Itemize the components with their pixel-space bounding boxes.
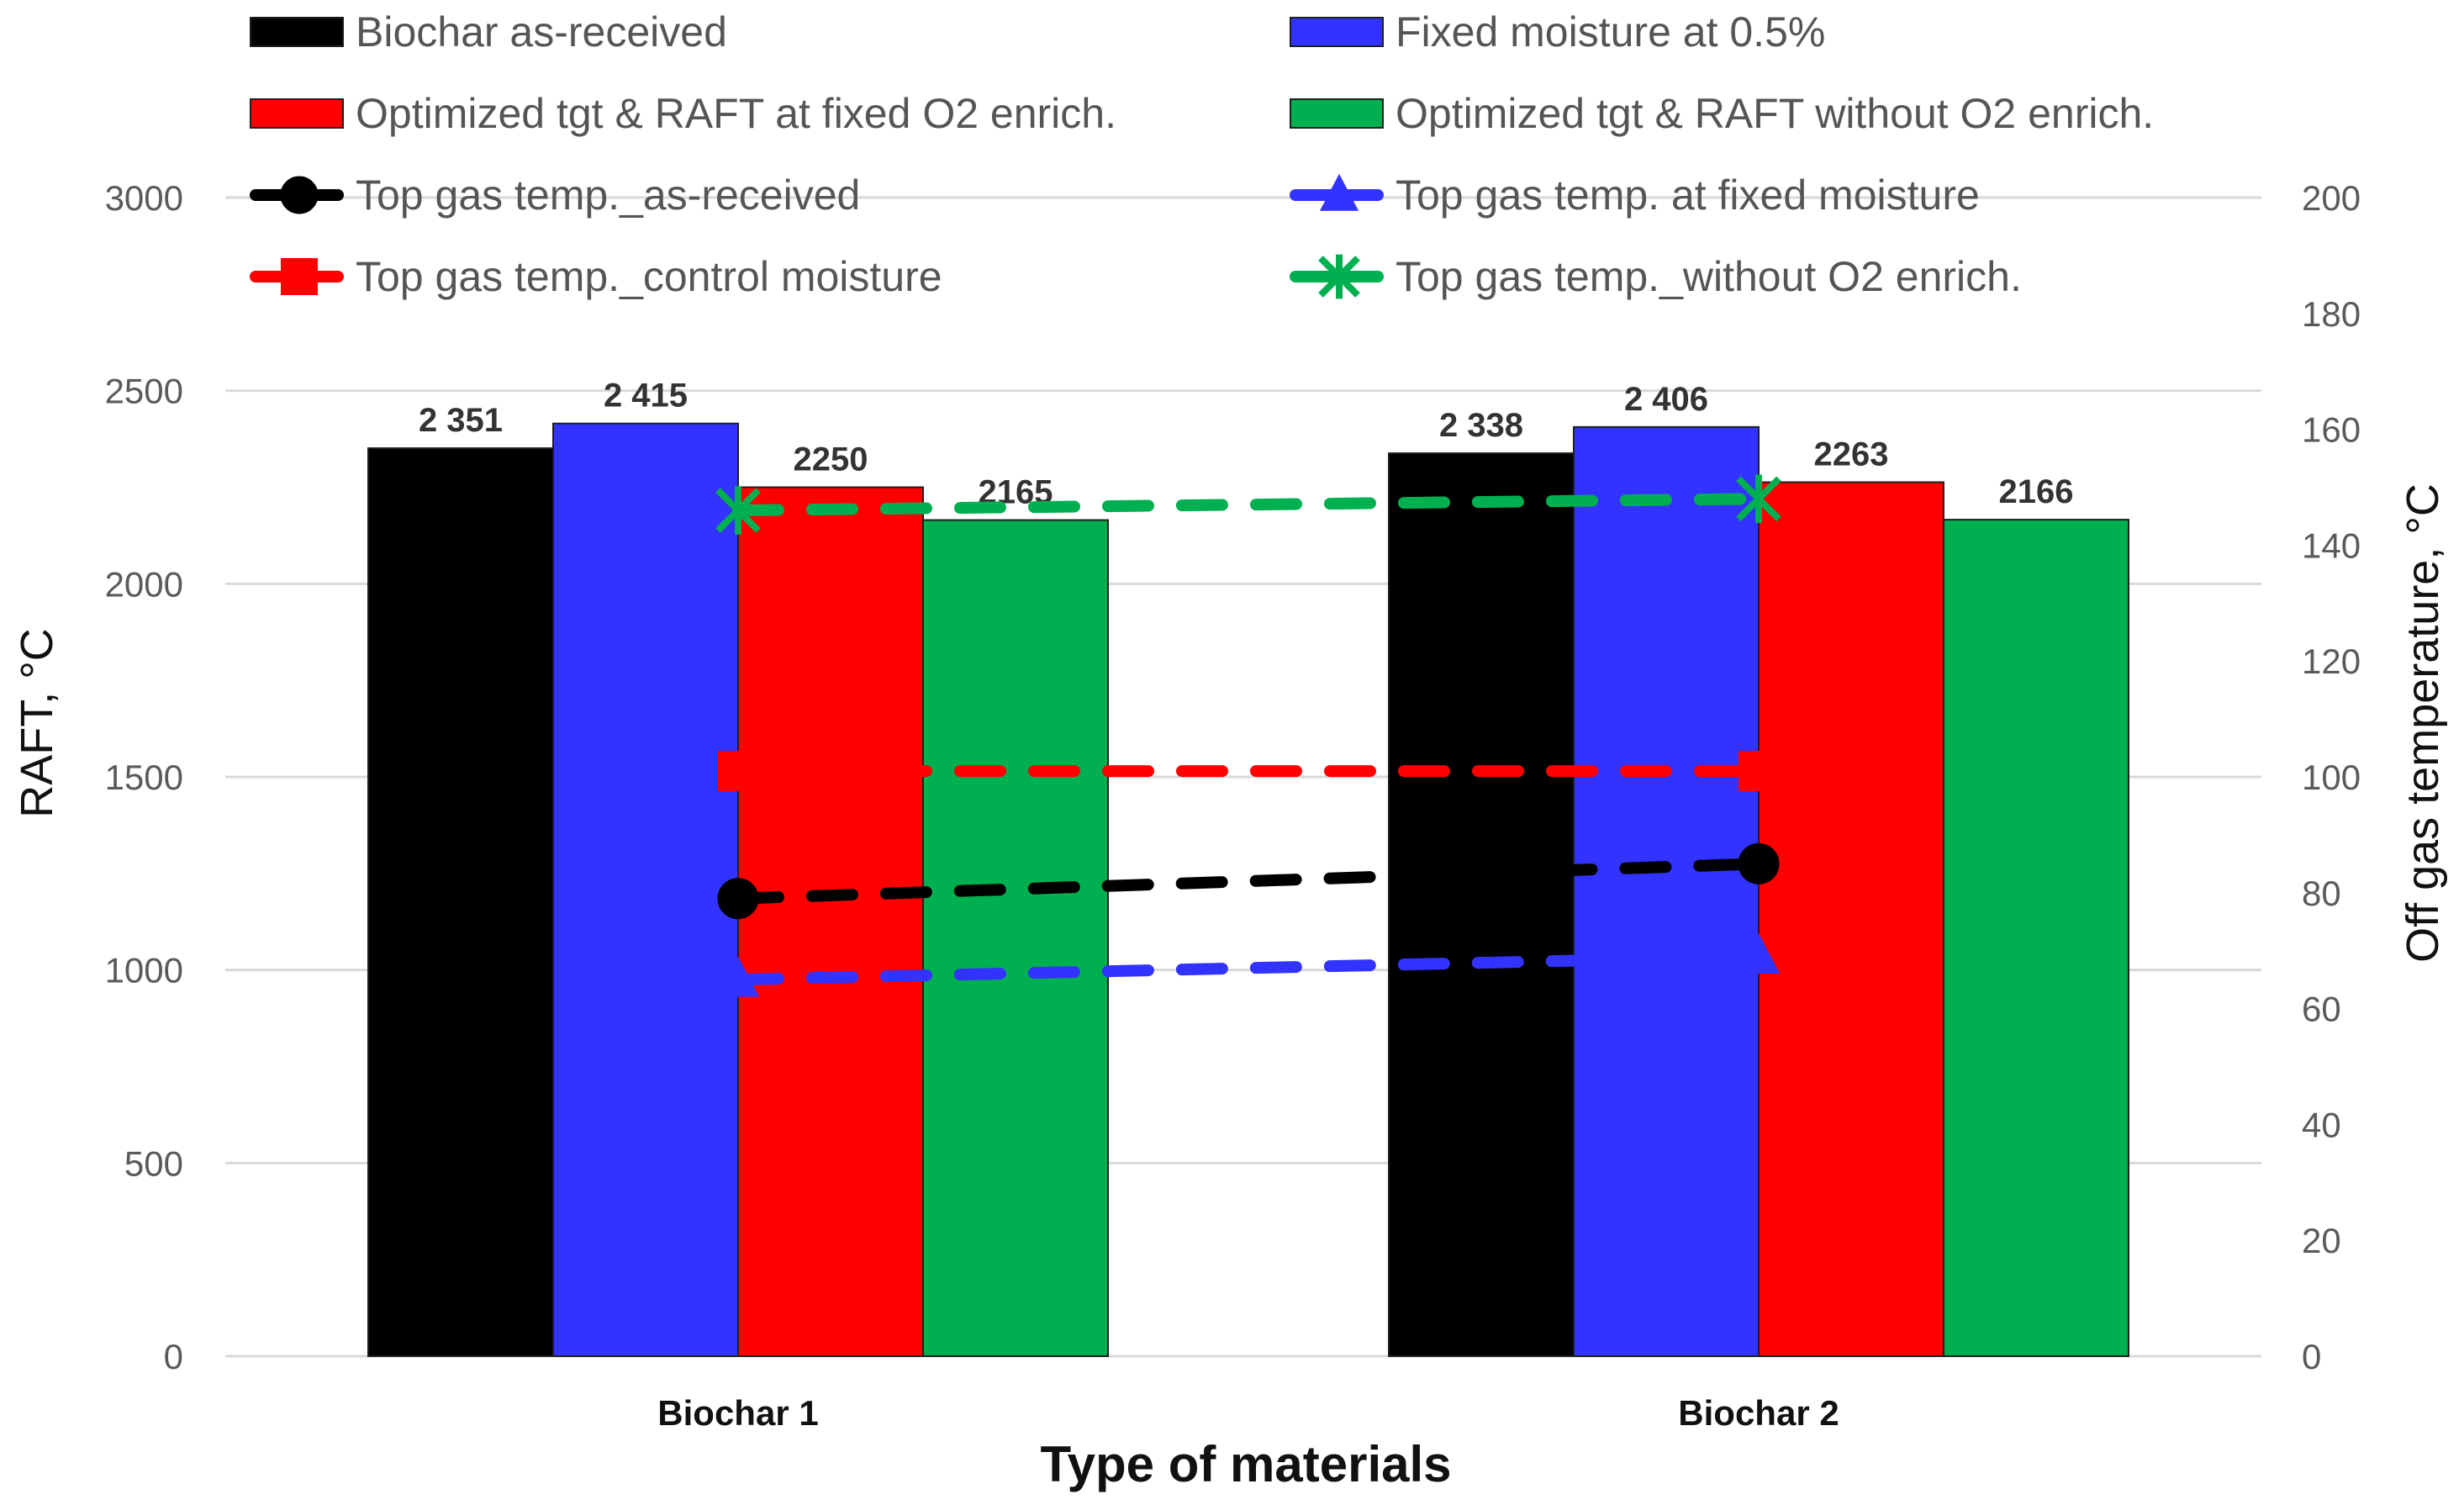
- category-label: Biochar 2: [1678, 1393, 1839, 1433]
- legend-marker-triangle: [1319, 173, 1359, 211]
- legend-label: Top gas temp._control moisture: [356, 253, 942, 300]
- legend-label: Fixed moisture at 0.5%: [1396, 8, 1825, 55]
- y-tick-label: 0: [164, 1337, 183, 1376]
- legend-swatch: [1290, 17, 1384, 47]
- line-triangle: [732, 950, 1765, 986]
- line-point-triangle: [716, 956, 760, 997]
- bar-biochar-2-1: [1388, 452, 1575, 1358]
- legend-label: Top gas temp._as-received: [356, 172, 860, 219]
- line-circle: [732, 858, 1765, 905]
- legend: Biochar as-received Fixed moisture at 0.5…: [250, 8, 2154, 300]
- bar-biochar-1-1: [367, 447, 554, 1358]
- y-axis-title: RAFT, °C: [12, 628, 62, 818]
- y-tick-label: 500: [124, 1143, 183, 1183]
- legend-marker-square: [281, 258, 318, 295]
- category-label: Biochar 1: [657, 1393, 818, 1433]
- line-point-circle: [1738, 842, 1780, 885]
- legend-label: Top gas temp. at fixed moisture: [1396, 172, 1980, 219]
- y2-tick-label: 140: [2302, 525, 2361, 565]
- line-point-star: [1736, 474, 1781, 524]
- right-axis-ticks: 0 20 40 60 80 100 120 140 160 180 200: [2302, 178, 2361, 1376]
- y2-tick-label: 80: [2302, 874, 2341, 913]
- y2-tick-label: 60: [2302, 990, 2341, 1029]
- legend-swatch: [250, 98, 344, 129]
- legend-label: Biochar as-received: [356, 8, 727, 55]
- bar-data-label: 2 338: [1439, 407, 1523, 444]
- bars: [367, 422, 2129, 1358]
- line-point-square: [718, 751, 758, 792]
- legend-label: Optimized tgt & RAFT at fixed O2 enrich.: [356, 90, 1116, 137]
- y2-tick-label: 160: [2302, 410, 2361, 450]
- bar-data-label: 2 406: [1624, 381, 1708, 418]
- y2-tick-label: 20: [2302, 1221, 2341, 1260]
- y2-tick-label: 0: [2302, 1337, 2321, 1376]
- y2-tick-label: 200: [2302, 178, 2361, 218]
- bar-data-label: 2263: [1814, 436, 1889, 473]
- bar-biochar-1-3: [737, 486, 924, 1357]
- legend-label: Optimized tgt & RAFT without O2 enrich.: [1396, 90, 2154, 137]
- bar-biochar-1-2: [552, 422, 739, 1358]
- bar-data-label: 2250: [794, 441, 868, 478]
- bar-biochar-2-3: [1758, 481, 1944, 1357]
- bar-biochar-1-4: [922, 519, 1109, 1357]
- legend-marker-circle: [280, 176, 319, 214]
- y2-tick-label: 100: [2302, 758, 2361, 797]
- left-axis-ticks: 0 500 1000 1500 2000 2500 3000: [105, 178, 183, 1376]
- y-tick-label: 1500: [105, 758, 183, 797]
- line-point-triangle: [1737, 932, 1781, 974]
- x-axis-title: Type of materials: [1040, 1436, 1451, 1492]
- y-tick-label: 3000: [105, 178, 183, 218]
- legend-swatch: [1290, 98, 1384, 129]
- legend-swatch: [250, 17, 344, 47]
- y2-axis-title: Off gas temperature, °C: [2398, 483, 2448, 963]
- line-point-square: [1739, 751, 1779, 792]
- y2-tick-label: 120: [2302, 642, 2361, 681]
- line-point-star: [715, 486, 761, 535]
- y2-tick-label: 40: [2302, 1105, 2341, 1144]
- bar-biochar-2-2: [1573, 425, 1760, 1357]
- bar-data-label: 2 351: [419, 402, 503, 439]
- bar-data-label: 2 415: [604, 378, 688, 415]
- bar-biochar-2-4: [1943, 519, 2129, 1357]
- category-labels: Biochar 1 Biochar 2: [657, 1393, 1839, 1433]
- legend-marker-star: [1318, 254, 1360, 299]
- y2-tick-label: 180: [2302, 294, 2361, 334]
- line-star: [732, 493, 1765, 517]
- bar-data-label: 2166: [1999, 473, 2074, 510]
- line-point-circle: [717, 878, 759, 920]
- line-series: [715, 474, 1781, 997]
- y-tick-label: 2000: [105, 564, 183, 604]
- y-tick-label: 2500: [105, 372, 183, 411]
- y-tick-label: 1000: [105, 951, 183, 990]
- legend-label: Top gas temp._without O2 enrich.: [1396, 253, 2022, 300]
